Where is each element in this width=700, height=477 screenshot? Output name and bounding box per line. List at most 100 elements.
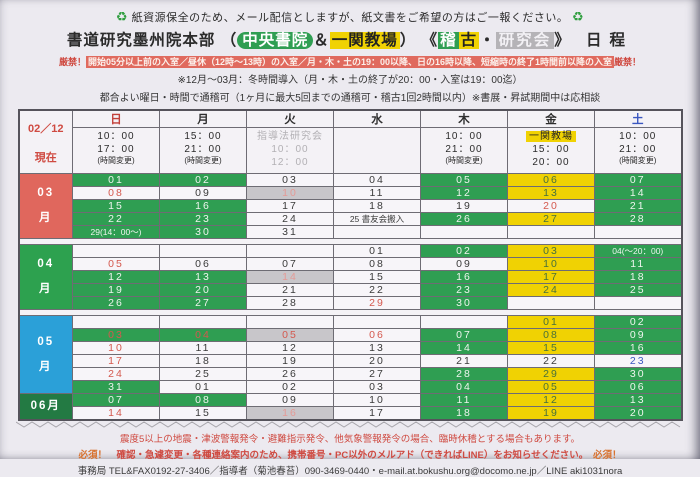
schedule-body: 02／12 現在日月火水木金土 10：00 17：00 (時間変更) 15：00 21：00…: [18, 109, 682, 421]
winter-hours-note: ※12月～03月：冬時間導入（月・木・土の終了が20：00・入室は19：00迄）: [177, 75, 523, 86]
day-info-line: 17：00: [97, 144, 135, 155]
date-cell: 12: [507, 393, 595, 407]
date-cell: 24: [246, 212, 334, 226]
day-info-line: 10：00: [271, 144, 309, 155]
title-angle-close: 》: [554, 32, 571, 49]
strict-body: 開始05分以上前の入室／昼休（12時～13時）の入室／月・木・土の19：00以降…: [85, 56, 615, 68]
date-cell: 29(14：00～): [72, 225, 160, 239]
month-label: 04 月: [18, 244, 73, 310]
strict-prefix: 厳禁！: [58, 57, 86, 67]
empty-cell: [594, 296, 682, 310]
month-label-line: 月: [39, 212, 53, 224]
date-cell: 30: [594, 367, 682, 381]
date-cell: 06: [159, 257, 247, 271]
day-header-tue: 火: [246, 109, 334, 128]
date-cell: 19: [246, 354, 334, 368]
empty-cell: [72, 315, 160, 329]
date-cell: 02: [420, 244, 508, 258]
recycle-icon: ♻: [571, 9, 585, 24]
empty-cell: [159, 315, 247, 329]
date-cell: 07: [594, 173, 682, 187]
day-info-line: 20：00: [532, 157, 570, 168]
date-cell: 22: [333, 283, 421, 297]
date-cell: 06: [333, 328, 421, 342]
date-cell: 27: [333, 367, 421, 381]
date-cell: 13: [594, 393, 682, 407]
date-cell: 19: [507, 406, 595, 421]
empty-cell: [246, 244, 334, 258]
date-cell: 14: [594, 186, 682, 200]
date-cell: 13: [333, 341, 421, 355]
date-cell: 30: [420, 296, 508, 310]
ichinoseki-chip: 一関教場: [526, 131, 576, 142]
title-main: 書道研究墨州院本部: [66, 32, 216, 49]
week-row: 22 23 24 25 書友会搬入 26 27 28: [19, 212, 682, 226]
date-cell: 18: [159, 354, 247, 368]
date-cell: 13: [159, 270, 247, 284]
day-header-sun: 日: [72, 109, 160, 128]
recycle-icon: ♻: [115, 9, 129, 24]
required-suffix: 必須！: [592, 450, 622, 461]
date-cell: 15: [507, 341, 595, 355]
date-cell: 18: [420, 406, 508, 421]
date-cell: 15: [72, 199, 160, 213]
keiko-label-2: 古: [458, 32, 480, 49]
date-cell: 21: [246, 283, 334, 297]
day-info-line: 10：00: [97, 131, 135, 142]
date-cell: 26: [420, 212, 508, 226]
day-header-wed: 水: [333, 109, 421, 128]
date-cell: 17: [72, 354, 160, 368]
date-cell: 02: [246, 380, 334, 394]
date-cell: 28: [420, 367, 508, 381]
date-cell: 16: [246, 406, 334, 421]
earthquake-warning-note: 震度5以上の地震・津波警報発令・避難指示発令、他気象警報発令の場合、臨時休稽とす…: [119, 434, 581, 445]
flexible-attendance-note: 都合よい曜日・時間で通稽可（1ヶ月に最大5回までの通稽可・稽古1回2時間以内）※…: [99, 93, 601, 104]
date-cell: 30: [159, 225, 247, 239]
empty-cell: [507, 296, 595, 310]
date-cell: 14: [420, 341, 508, 355]
date-cell: 09: [159, 186, 247, 200]
date-cell: 07: [246, 257, 334, 271]
date-cell: 01: [507, 315, 595, 329]
date-cell: 28: [594, 212, 682, 226]
date-cell: 05: [72, 257, 160, 271]
date-cell: 27: [507, 212, 595, 226]
recycle-notice-line: ♻ 紙資源保全のため、メール配信としますが、紙文書をご希望の方はご一報ください。…: [0, 9, 700, 25]
week-row: 31 01 02 03 04 05 06: [19, 380, 682, 394]
date-cell: 19: [420, 199, 508, 213]
month-label: 05 月: [18, 315, 73, 394]
empty-cell: [594, 225, 682, 239]
date-cell: 10: [246, 186, 334, 200]
day-info-cell: 10：00 17：00 (時間変更): [72, 127, 160, 174]
date-cell: 08: [333, 257, 421, 271]
schedule-table: 02／12 現在日月火水木金土 10：00 17：00 (時間変更) 15：00 21：00…: [17, 109, 683, 421]
day-info-line: (時間変更): [184, 156, 222, 165]
week-row: 24 25 26 27 28 29 30: [19, 367, 682, 381]
date-cell: 17: [507, 270, 595, 284]
date-cell: 20: [507, 199, 595, 213]
week-row: 14 15 16 17 18 19 20: [19, 406, 682, 421]
day-info-cell: 10：00 21：00 (時間変更): [594, 127, 682, 174]
date-cell: 15: [333, 270, 421, 284]
zigzag-line: [15, 421, 681, 428]
date-cell: 16: [159, 199, 247, 213]
date-cell: 31: [72, 380, 160, 394]
date-cell: 08: [72, 186, 160, 200]
week-row: 04 月 01 02 03 04(～20：00): [18, 244, 682, 310]
title-paren-close: ）: [399, 32, 417, 49]
title-amp: ＆: [313, 32, 330, 49]
as-of-date: 02／12: [28, 122, 64, 135]
date-cell: 27: [159, 296, 247, 310]
title-angle-open: 《: [421, 32, 439, 49]
date-cell: 11: [159, 341, 247, 355]
week-row: 06月 07 08 09 10 11 12 13: [18, 393, 682, 421]
date-cell: 08: [159, 393, 247, 407]
month-label: 06月: [18, 393, 73, 421]
date-cell: 22: [507, 354, 595, 368]
day-info-line: 10：00: [445, 131, 483, 142]
date-cell: 21: [594, 199, 682, 213]
month-label-line: 月: [39, 360, 53, 373]
required-contact-note: 必須！ 確認・急遽変更・各種連絡案内のため、携帯番号・PC以外のメルアド（できれ…: [0, 447, 700, 461]
date-cell: 07: [72, 393, 160, 407]
week-row: 29(14：00～) 30 31: [19, 225, 682, 239]
